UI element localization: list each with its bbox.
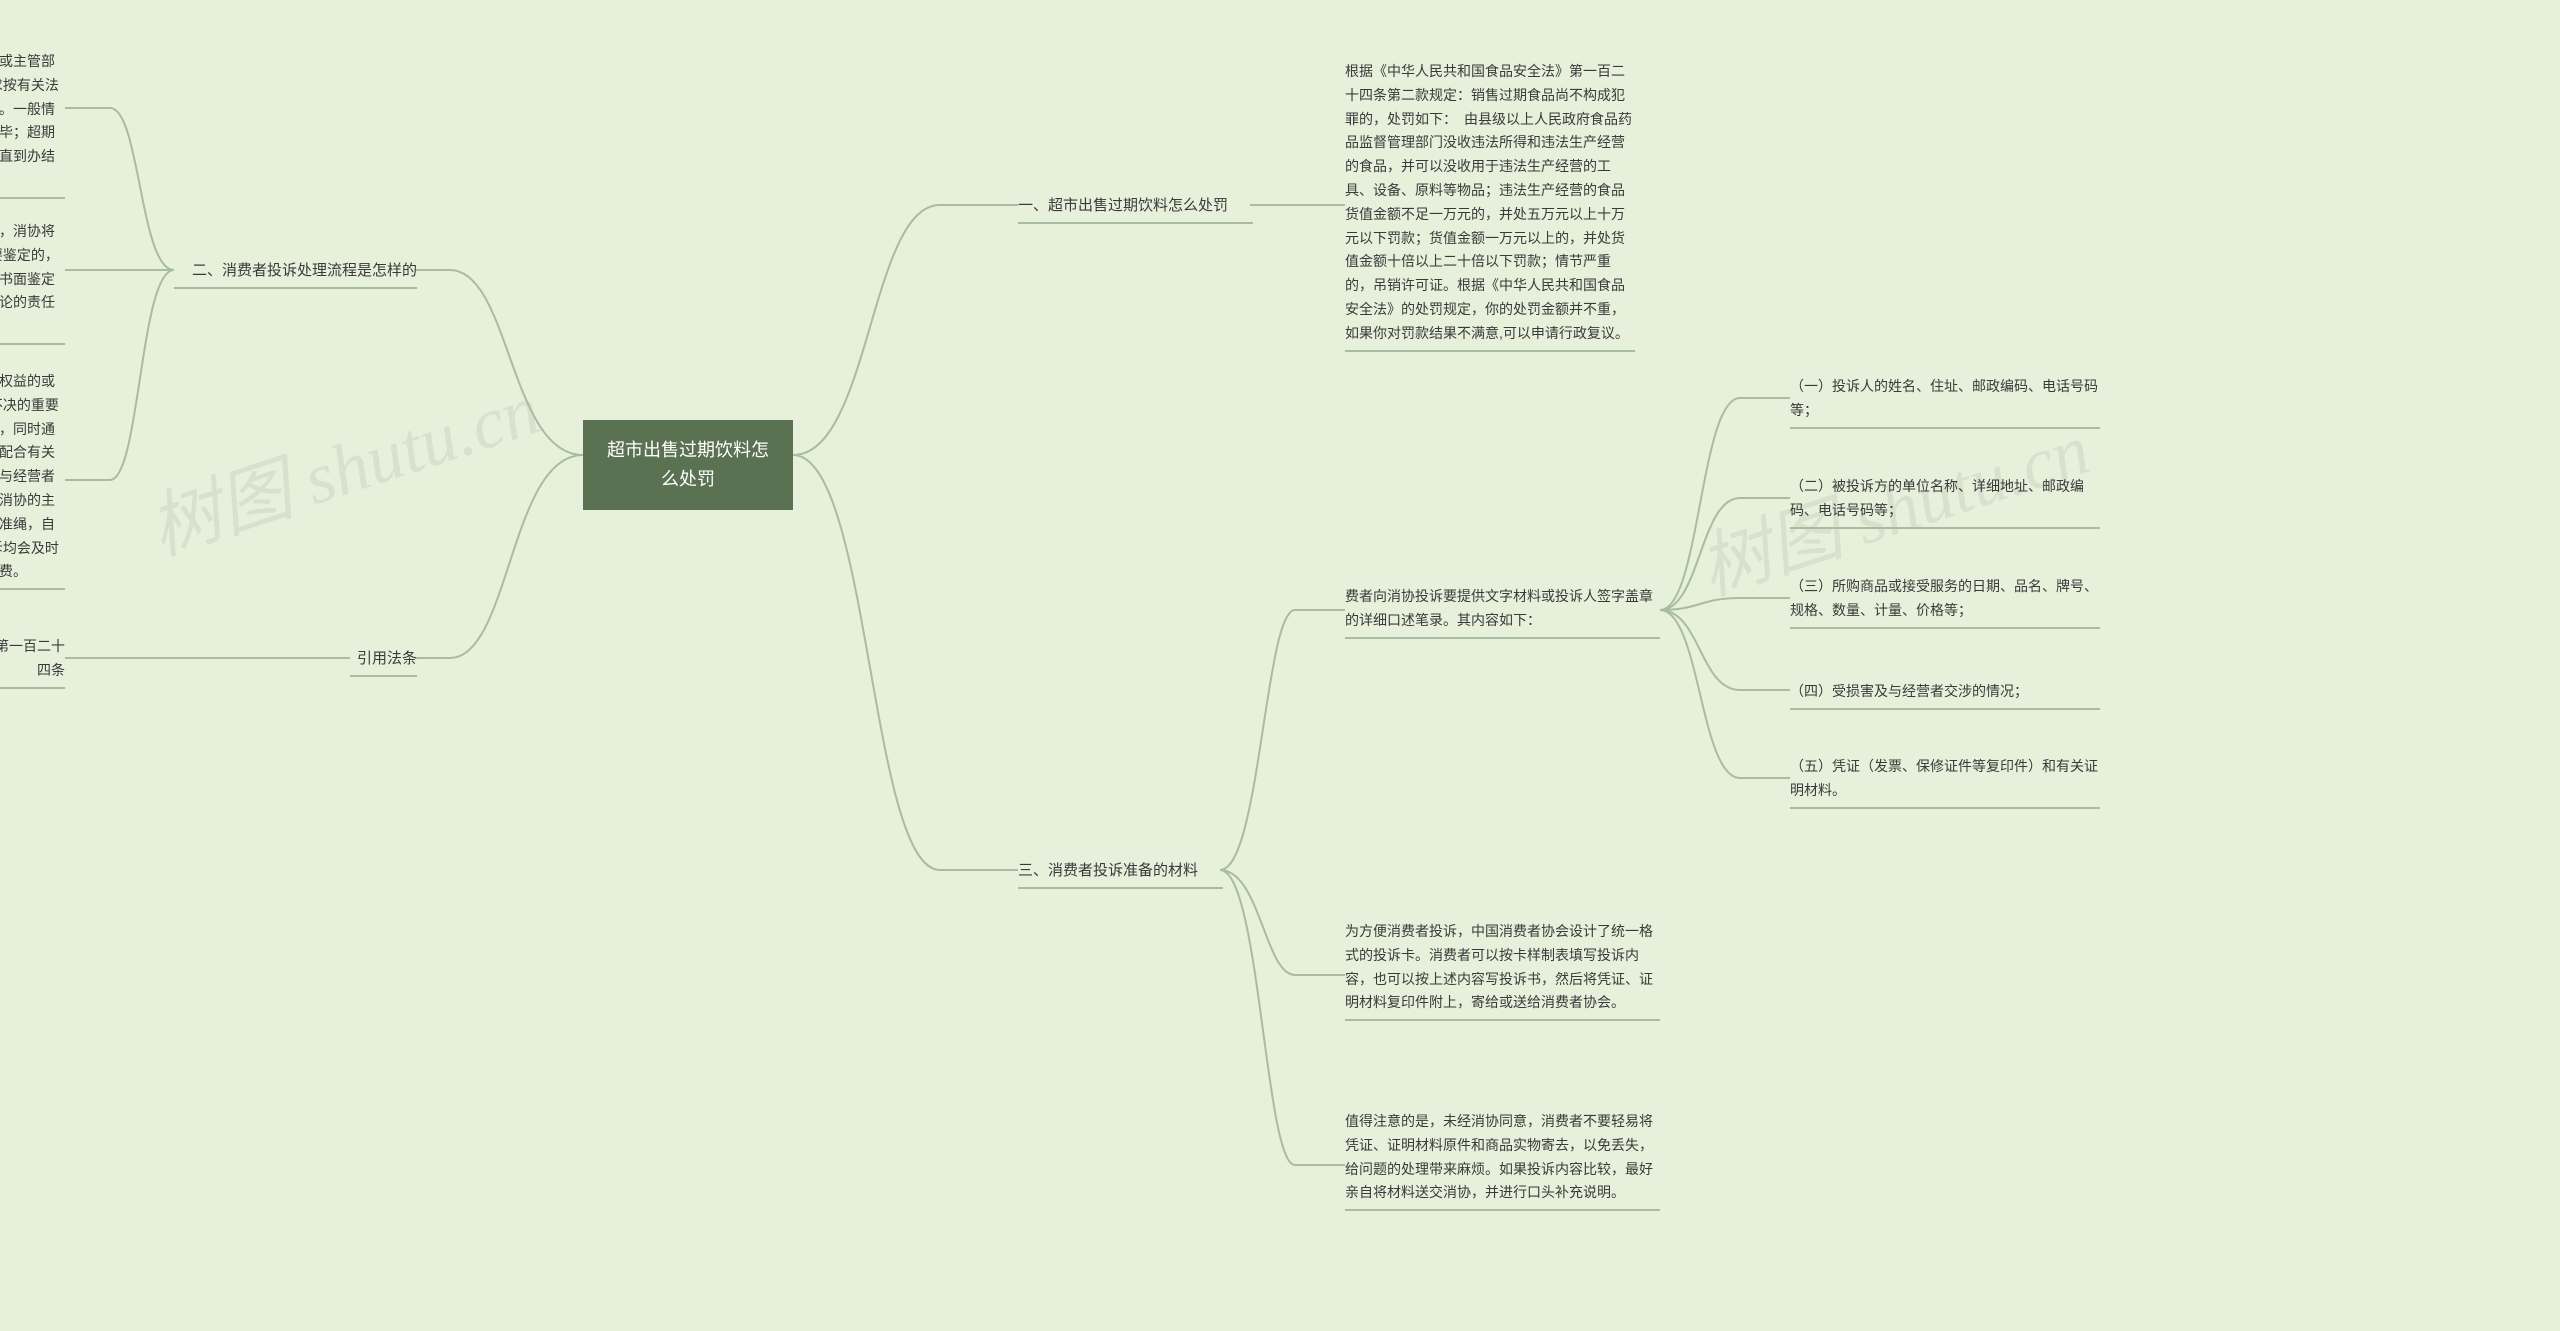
branch-1: 一、超市出售过期饮料怎么处罚: [1018, 195, 1253, 224]
branch-3-sub-item-3: （三）所购商品或接受服务的日期、品名、牌号、规格、数量、计量、价格等；: [1790, 575, 2100, 629]
root-node: 超市出售过期饮料怎么处罚: [583, 420, 793, 510]
branch-ref-item: [1]《中华人民共和国食品安全法》第一百二十四条: [0, 635, 65, 689]
branch-3-sub-item-5: （五）凭证（发票、保修证件等复印件）和有关证明材料。: [1790, 755, 2100, 809]
branch-2-item-3: （三）对涉及面广、危及广大消费者权益的或者损害消费者权益情节严 重又久拖不决的重…: [0, 370, 65, 590]
branch-3-sub-item-1: （一）投诉人的姓名、住址、邮政编码、电话号码等；: [1790, 375, 2100, 429]
branch-3-sub-item-4: （四）受损害及与经营者交涉的情况；: [1790, 680, 2100, 710]
branch-3-p3: 值得注意的是，未经消协同意，消费者不要轻易将凭证、证明材料原件和商品实物寄去，以…: [1345, 1110, 1660, 1211]
branch-ref: 引用法条: [350, 648, 417, 677]
branch-2: 二、消费者投诉处理流程是怎样的: [174, 260, 417, 289]
branch-2-item-2: （二）对内容复杂、争议较大的投诉，消协将直接或会同有关部门共同 处理。需要鉴定的…: [0, 220, 65, 345]
branch-3-sub-item-2: （二）被投诉方的单位名称、详细地址、邮政编码、电话号码等；: [1790, 475, 2100, 529]
branch-3-sub: 费者向消协投诉要提供文字材料或投诉人签字盖章的详细口述笔录。其内容如下：: [1345, 585, 1660, 639]
watermark: 树图 shutu.cn: [134, 350, 551, 575]
branch-3: 三、消费者投诉准备的材料: [1018, 860, 1223, 889]
branch-2-item-1: （一）接受投诉后，即向被投诉单位或主管部门发出转办单，并附上投 诉信，要求按有关…: [0, 50, 65, 199]
branch-1-leaf: 根据《中华人民共和国食品安全法》第一百二十四条第二款规定：销售过期食品尚不构成犯…: [1345, 60, 1635, 352]
branch-3-p2: 为方便消费者投诉，中国消费者协会设计了统一格式的投诉卡。消费者可以按卡样制表填写…: [1345, 920, 1660, 1021]
